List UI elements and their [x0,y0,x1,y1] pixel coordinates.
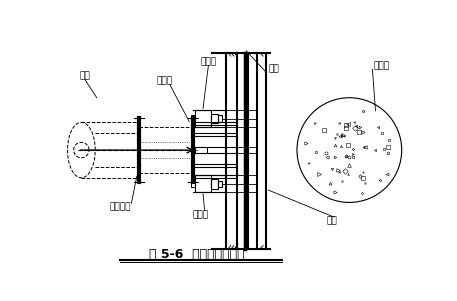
Text: 钢管: 钢管 [80,72,90,81]
Bar [195,175,211,192]
Bar [211,114,218,123]
Circle shape [297,98,402,203]
Text: 千斤顶: 千斤顶 [193,210,209,219]
Bar [195,147,207,153]
Text: 千斤顶: 千斤顶 [200,57,217,66]
Text: 桩注位: 桩注位 [374,61,390,70]
Bar [211,179,218,189]
Bar [191,115,195,122]
Text: 钢梁: 钢梁 [269,64,279,73]
Text: 活络端头: 活络端头 [109,203,131,212]
Text: 活络头: 活络头 [156,76,173,85]
Bar [195,110,211,127]
Bar [218,115,222,122]
Bar [218,181,222,187]
Text: 围檩: 围檩 [326,216,337,225]
Text: 图 5-6  钢管横撑安装图: 图 5-6 钢管横撑安装图 [149,248,244,261]
Bar [191,181,195,187]
